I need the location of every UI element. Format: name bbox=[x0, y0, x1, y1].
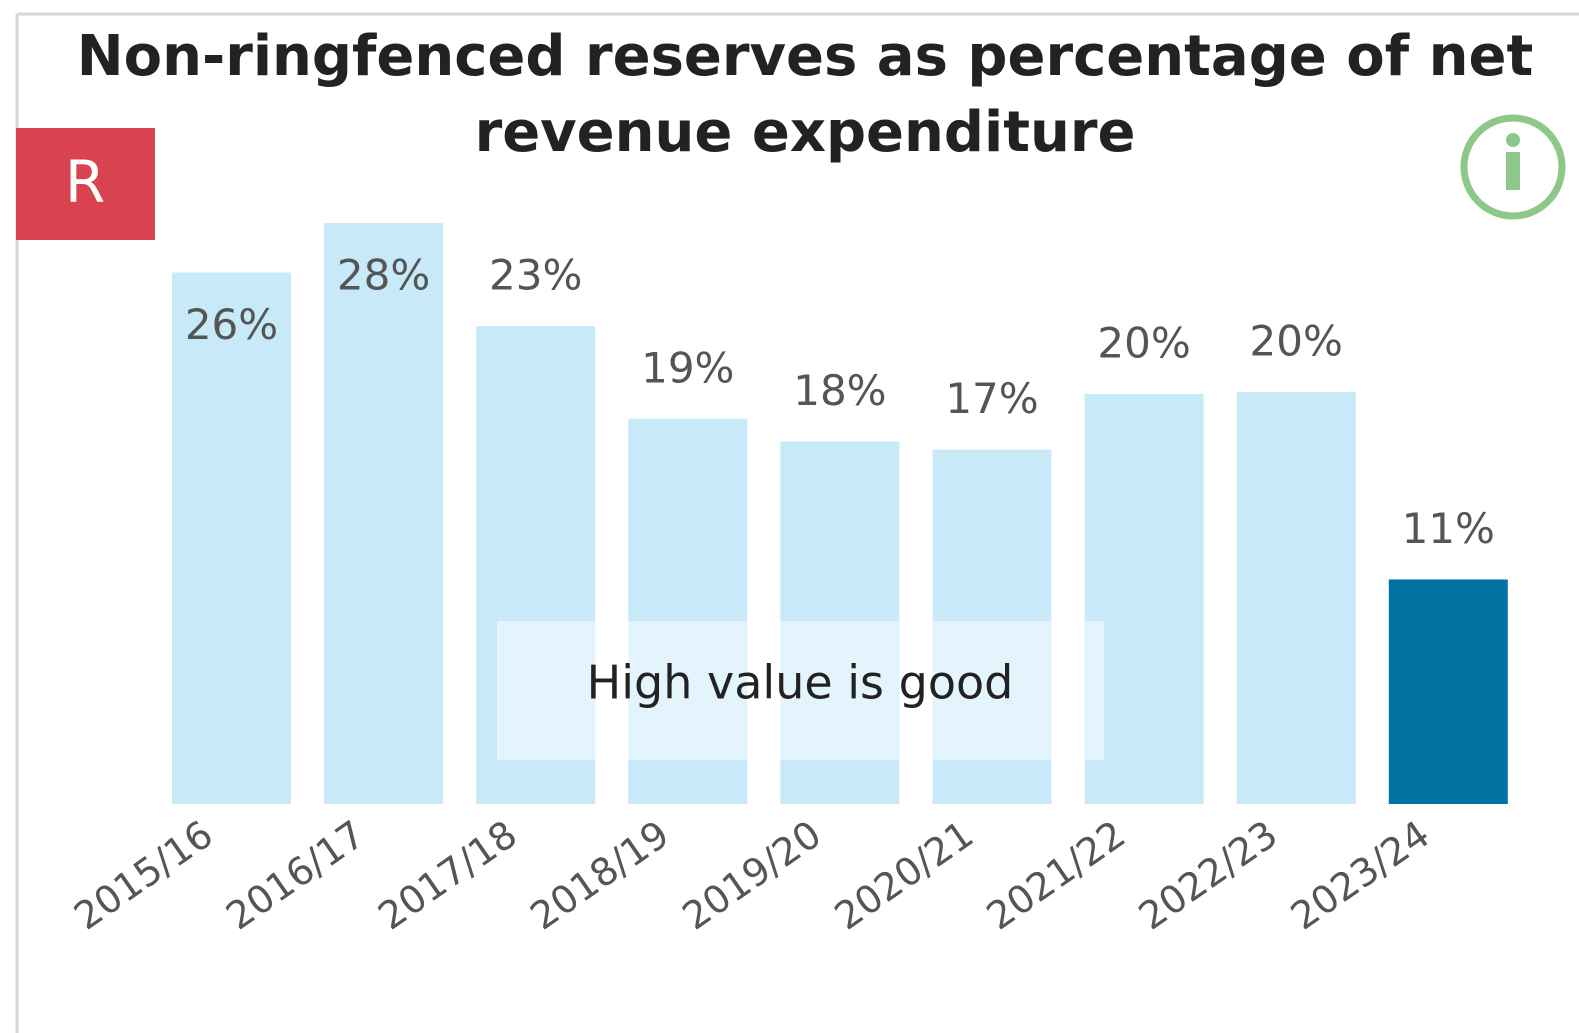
info-dot bbox=[1506, 133, 1520, 147]
data-label: 11% bbox=[1402, 504, 1495, 553]
bar bbox=[172, 272, 291, 804]
data-label: 19% bbox=[641, 343, 734, 392]
x-tick-label: 2021/22 bbox=[979, 812, 1134, 939]
x-tick-label: 2018/19 bbox=[522, 812, 677, 939]
x-tick-label: 2022/23 bbox=[1131, 812, 1286, 939]
info-ring bbox=[1460, 114, 1566, 220]
x-tick-label: 2023/24 bbox=[1283, 812, 1438, 939]
data-label: 17% bbox=[945, 374, 1038, 423]
badge-label: R bbox=[65, 148, 105, 216]
info-stem bbox=[1506, 152, 1520, 190]
x-tick-label: 2017/18 bbox=[370, 812, 525, 939]
data-label: 18% bbox=[793, 366, 886, 415]
data-label: 23% bbox=[489, 251, 582, 300]
bar bbox=[1084, 394, 1204, 804]
data-label: 20% bbox=[1250, 317, 1343, 366]
annotation: High value is good bbox=[587, 656, 1014, 710]
x-tick-label: 2020/21 bbox=[827, 812, 982, 939]
info-icon[interactable] bbox=[1460, 114, 1566, 220]
chart-title: Non-ringfenced reserves as percentage of… bbox=[77, 24, 1533, 165]
data-label: 28% bbox=[337, 251, 430, 300]
bar bbox=[1388, 579, 1508, 804]
annotation-box bbox=[497, 621, 1104, 760]
bar bbox=[1236, 392, 1356, 804]
x-tick-label: 2015/16 bbox=[66, 812, 221, 939]
data-label: 20% bbox=[1097, 319, 1190, 368]
rating-badge bbox=[16, 128, 155, 240]
x-tick-label: 2016/17 bbox=[218, 812, 373, 939]
bar bbox=[324, 223, 444, 804]
x-tick-label: 2019/20 bbox=[675, 812, 830, 939]
data-label: 26% bbox=[185, 300, 278, 349]
